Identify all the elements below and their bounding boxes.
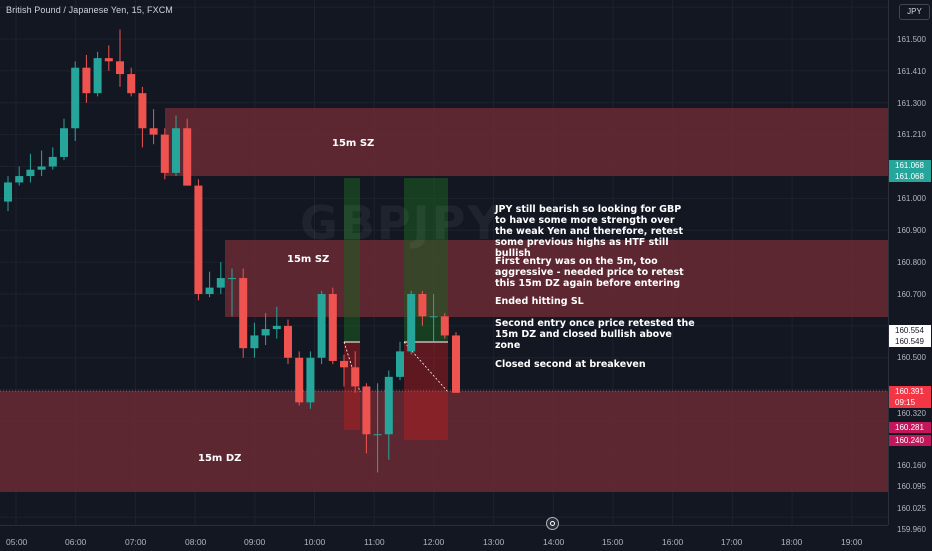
candle-body — [306, 357, 315, 403]
price-badge-stop: 160.281 — [889, 422, 931, 433]
candle-body — [295, 357, 304, 403]
zone-label-lower-sz: 15m SZ — [287, 254, 330, 265]
price-badge-last-price: 160.391 — [889, 386, 931, 397]
supply-zone-upper — [165, 108, 888, 176]
price-badge-supply-top: 161.068 — [889, 171, 931, 182]
note-second-entry: Second entry once price retested the 15m… — [495, 318, 695, 351]
price-badge-entry: 160.554 — [889, 325, 931, 336]
time-tick: 10:00 — [304, 537, 326, 547]
note-first-entry: First entry was on the 5m, too aggressiv… — [495, 256, 684, 289]
time-tick: 07:00 — [125, 537, 147, 547]
candle-body — [48, 156, 57, 167]
trade-path-line — [343, 341, 361, 393]
candle-body — [228, 278, 236, 280]
candle-body — [284, 325, 292, 358]
candle-body — [160, 134, 169, 173]
time-tick: 17:00 — [721, 537, 743, 547]
time-tick: 18:00 — [781, 537, 803, 547]
candle-body — [407, 294, 416, 352]
candle-body — [194, 185, 203, 294]
time-axis[interactable]: 05:00 06:00 07:00 08:00 09:00 10:00 11:0… — [0, 525, 888, 551]
note-hit-sl: Ended hitting SL — [495, 296, 584, 307]
time-tick: 15:00 — [602, 537, 624, 547]
candle-body — [71, 67, 80, 129]
time-tick: 09:00 — [244, 537, 266, 547]
price-tick: 160.900 — [897, 226, 926, 235]
price-tick: 160.320 — [897, 409, 926, 418]
candle-body — [93, 58, 102, 94]
time-tick: 16:00 — [662, 537, 684, 547]
candle-body — [429, 316, 438, 318]
candle-body — [362, 386, 371, 435]
candle-body — [183, 128, 192, 186]
candle-body — [205, 287, 214, 294]
position-profit-zone — [344, 178, 360, 342]
price-tick: 161.410 — [897, 67, 926, 76]
candle-body — [26, 169, 35, 177]
chart-area[interactable]: British Pound / Japanese Yen, 15, FXCM G… — [0, 0, 888, 525]
price-tick: 161.500 — [897, 35, 926, 44]
price-badge-supply-top: 161.068 — [889, 160, 931, 171]
zone-label-upper-sz: 15m SZ — [332, 138, 375, 149]
time-tick: 05:00 — [6, 537, 28, 547]
note-jpy-bearish: JPY still bearish so looking for GBP to … — [495, 204, 684, 259]
candle-body — [261, 329, 270, 336]
candle-body — [4, 182, 12, 202]
candle-body — [60, 128, 68, 157]
candle-body — [104, 58, 113, 62]
candle-body — [328, 294, 337, 361]
candle-body — [440, 316, 449, 336]
price-tick: 160.800 — [897, 258, 926, 267]
price-badge-entry: 160.549 — [889, 336, 931, 347]
candle-body — [373, 434, 382, 436]
trade-path-line — [403, 341, 449, 393]
price-tick: 161.300 — [897, 99, 926, 108]
note-breakeven: Closed second at breakeven — [495, 359, 646, 370]
time-tick: 11:00 — [364, 537, 385, 547]
candle-body — [418, 294, 427, 317]
candle-body — [149, 128, 158, 135]
candlestick-chart[interactable] — [0, 0, 888, 525]
price-badge-stop: 160.240 — [889, 435, 931, 446]
price-tick: 160.500 — [897, 353, 926, 362]
candle-body — [216, 278, 225, 288]
candle-body — [127, 74, 136, 94]
candle-body — [116, 61, 124, 75]
price-tick: 160.025 — [897, 504, 926, 513]
candle-body — [250, 335, 259, 349]
candle-body — [351, 367, 360, 387]
zone-label-dz: 15m DZ — [198, 453, 242, 464]
price-tick: 161.210 — [897, 130, 926, 139]
time-tick: 12:00 — [423, 537, 445, 547]
candle-body — [15, 176, 24, 183]
symbol-title: British Pound / Japanese Yen, 15, FXCM — [6, 5, 173, 15]
time-tick: 19:00 — [841, 537, 863, 547]
candle-body — [452, 335, 460, 393]
price-tick: 161.000 — [897, 194, 926, 203]
candle-body — [239, 278, 248, 349]
candle-body — [396, 351, 404, 377]
candle-body — [340, 360, 348, 368]
candle-body — [138, 93, 147, 129]
candle-body — [272, 325, 281, 330]
symbol-watermark: GBPJPY — [300, 196, 503, 250]
candle-body — [172, 128, 180, 173]
candle-body — [317, 294, 326, 358]
price-tick: 160.700 — [897, 290, 926, 299]
time-tick: 06:00 — [65, 537, 87, 547]
time-tick: 14:00 — [543, 537, 565, 547]
price-badge-countdown: 09:15 — [889, 397, 931, 408]
price-tick: 160.095 — [897, 482, 926, 491]
price-tick: 160.160 — [897, 461, 926, 470]
currency-button[interactable]: JPY — [899, 4, 930, 20]
candle-body — [82, 67, 91, 94]
candle-body — [384, 376, 393, 435]
time-tick: 13:00 — [483, 537, 505, 547]
time-tick: 08:00 — [185, 537, 207, 547]
demand-zone — [0, 391, 888, 492]
candle-body — [37, 166, 46, 170]
go-to-realtime-icon[interactable] — [546, 517, 559, 530]
price-tick: 159.960 — [897, 525, 926, 534]
